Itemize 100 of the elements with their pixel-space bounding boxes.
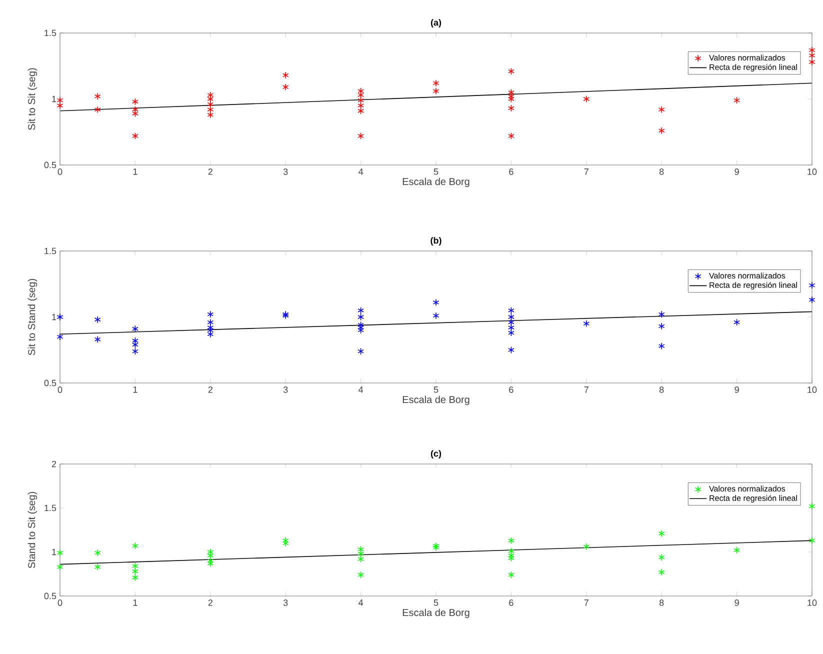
point: [508, 306, 514, 314]
point: [658, 530, 665, 538]
x-tick-label: 2: [208, 600, 212, 606]
x-tick-label: 4: [358, 386, 364, 393]
point: [658, 342, 665, 350]
y-axis-title: Stand to Sit (seg): [28, 492, 38, 568]
point: [658, 322, 665, 330]
point: [207, 91, 214, 99]
point: [282, 72, 289, 79]
point: [358, 107, 364, 114]
y-tick-label: 0.5: [44, 162, 56, 168]
point: [132, 562, 138, 570]
point: [94, 316, 101, 324]
point: [734, 318, 740, 326]
y-tick-label: 1: [52, 548, 56, 556]
point: [56, 102, 64, 110]
point: [132, 132, 138, 140]
point: [358, 306, 364, 314]
x-tick-label: 6: [509, 168, 514, 175]
x-axis-title: Escala de Borg: [402, 608, 470, 618]
y-tick-label: 2: [52, 460, 56, 468]
x-tick-label: 9: [734, 600, 739, 606]
x-tick-label: 8: [659, 600, 664, 606]
x-tick-label: 0: [58, 600, 62, 606]
x-tick-label: 4: [358, 168, 364, 175]
y-tick-label: 1: [52, 314, 56, 320]
point: [658, 568, 665, 576]
point: [358, 87, 364, 95]
point: [207, 552, 214, 560]
point: [508, 132, 514, 140]
point: [734, 546, 740, 554]
point: [94, 549, 101, 556]
point: [583, 543, 590, 550]
point: [358, 546, 364, 553]
point: [56, 313, 64, 321]
point: [94, 92, 101, 100]
point: [808, 58, 816, 66]
point: [583, 95, 590, 103]
y-tick-label: 1.5: [44, 248, 56, 254]
point: [207, 95, 214, 103]
point: [207, 318, 214, 326]
legend-label: Valores normalizados: [709, 272, 786, 279]
legend-label: Valores normalizados: [709, 486, 786, 492]
point: [94, 336, 101, 344]
x-tick-label: 0: [58, 168, 62, 175]
point: [132, 348, 138, 355]
point: [808, 282, 816, 289]
point: [508, 324, 514, 332]
point: [132, 110, 138, 118]
point: [658, 106, 665, 114]
point: [358, 550, 364, 558]
point: [808, 296, 816, 304]
x-tick-label: 3: [283, 168, 288, 175]
point: [508, 571, 514, 578]
x-tick-label: 5: [434, 600, 438, 606]
x-tick-label: 10: [808, 168, 817, 175]
x-tick-label: 8: [659, 386, 664, 393]
legend-label: Recta de regresión lineal: [710, 494, 797, 503]
x-tick-label: 3: [283, 386, 288, 393]
x-tick-label: 1: [133, 600, 138, 606]
point: [56, 333, 64, 340]
point: [132, 106, 138, 114]
chart-title: (c): [430, 450, 442, 458]
x-tick-label: 9: [734, 168, 739, 175]
x-tick-label: 2: [208, 168, 212, 175]
y-axis-title: Sit to Stand (seg): [28, 278, 38, 356]
point: [56, 563, 64, 571]
point: [358, 102, 364, 110]
point: [132, 341, 138, 348]
point: [658, 310, 665, 318]
point: [132, 568, 138, 575]
point: [207, 106, 214, 114]
point: [132, 337, 138, 344]
point: [508, 346, 514, 354]
x-tick-label: 7: [584, 600, 588, 606]
y-tick-label: 1.5: [44, 504, 56, 512]
x-tick-label: 7: [584, 168, 588, 175]
point: [282, 84, 289, 91]
point: [508, 329, 514, 336]
point: [432, 312, 440, 320]
point: [508, 313, 514, 321]
x-tick-label: 7: [584, 386, 588, 393]
x-tick-label: 5: [434, 386, 438, 393]
point: [508, 104, 514, 112]
point: [658, 127, 665, 134]
point: [132, 542, 138, 550]
point: [432, 542, 440, 550]
point: [358, 555, 364, 563]
point: [358, 91, 364, 99]
y-tick-label: 0.5: [44, 380, 56, 386]
point: [808, 536, 816, 544]
y-tick-label: 0.5: [44, 592, 56, 600]
x-tick-label: 6: [509, 386, 514, 393]
point: [207, 100, 214, 108]
point: [207, 111, 214, 118]
point: [56, 96, 64, 104]
point: [508, 318, 514, 326]
point: [56, 549, 64, 556]
x-tick-label: 5: [434, 168, 438, 175]
point: [358, 132, 364, 140]
